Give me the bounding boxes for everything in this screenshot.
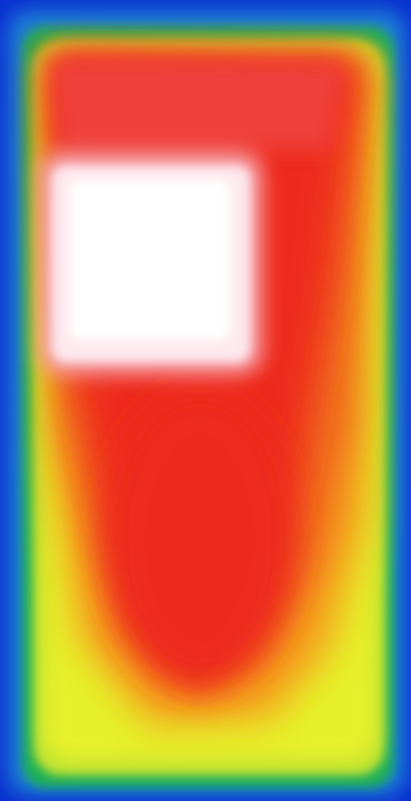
pink-top-band	[52, 58, 345, 150]
hot-panel-core	[70, 180, 230, 340]
red-lower-tongue	[105, 390, 295, 690]
